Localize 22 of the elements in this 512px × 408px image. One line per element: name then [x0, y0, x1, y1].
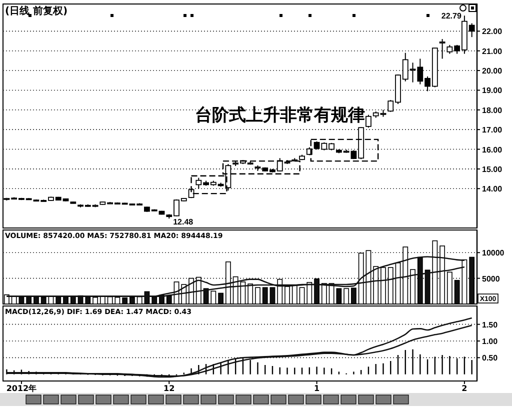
y-tick-label: 17.00 [482, 126, 503, 135]
chart-title: (日线 前复权) [5, 5, 68, 17]
x-tick-label: 1 [314, 384, 320, 393]
annotation: 22.79 [441, 12, 462, 21]
y-tick-label: 22.00 [482, 27, 503, 36]
annotation: 台阶式上升非常有规律 [195, 105, 365, 126]
y-tick-label: 18.00 [482, 106, 503, 115]
y-tick-label: 5000 [482, 274, 500, 284]
y-tick-label: 10000 [482, 248, 505, 258]
y-tick-label: 15.00 [482, 164, 503, 174]
y-tick-label: 1.50 [482, 320, 498, 330]
x-tick-label: 2 [462, 384, 468, 393]
x-tick-label: 2012年 [6, 384, 37, 393]
annotation: 12.48 [173, 218, 194, 227]
y-tick-label: 1.00 [482, 337, 498, 346]
y-tick-label: 19.00 [482, 86, 503, 96]
y-tick-label: 20.00 [482, 66, 503, 76]
y-tick-label: 14.00 [482, 184, 503, 194]
y-tick-label: 0.50 [482, 354, 498, 363]
y-tick-label: 21.00 [482, 46, 503, 56]
y-tick-label: 16.00 [482, 145, 503, 154]
x-tick-label: 12 [164, 384, 175, 393]
